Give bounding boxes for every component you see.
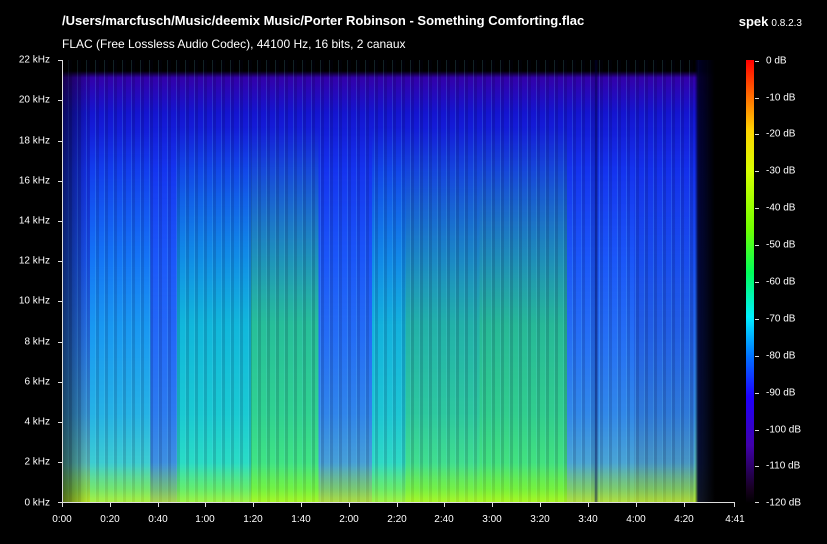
db-tick bbox=[755, 245, 759, 246]
time-label: 4:20 bbox=[674, 514, 694, 525]
db-tick bbox=[755, 356, 759, 357]
freq-tick bbox=[58, 342, 62, 343]
freq-label: 10 kHz bbox=[18, 295, 50, 307]
freq-label: 6 kHz bbox=[24, 376, 50, 388]
app-name: spek bbox=[738, 14, 769, 29]
db-label: -100 dB bbox=[766, 424, 802, 436]
time-label: 2:20 bbox=[387, 514, 407, 525]
app-version: 0.8.2.3 bbox=[771, 18, 802, 29]
freq-label: 8 kHz bbox=[24, 336, 50, 348]
db-tick bbox=[755, 393, 759, 394]
time-tick bbox=[110, 503, 111, 507]
time-tick bbox=[734, 503, 735, 507]
file-path-title: /Users/marcfusch/Music/deemix Music/Port… bbox=[62, 13, 585, 28]
time-label: 1:40 bbox=[291, 514, 311, 525]
time-tick bbox=[492, 503, 493, 507]
freq-label: 16 kHz bbox=[18, 175, 50, 187]
freq-label: 0 kHz bbox=[24, 497, 50, 509]
freq-label: 22 kHz bbox=[18, 54, 50, 66]
db-tick bbox=[755, 466, 759, 467]
db-label: -90 dB bbox=[766, 387, 796, 399]
db-label: -30 dB bbox=[766, 165, 796, 177]
db-label: -40 dB bbox=[766, 202, 796, 214]
time-tick bbox=[444, 503, 445, 507]
time-label: 3:40 bbox=[578, 514, 598, 525]
db-tick bbox=[755, 61, 759, 62]
db-label: 0 dB bbox=[766, 55, 787, 67]
freq-label: 4 kHz bbox=[24, 416, 50, 428]
time-tick bbox=[397, 503, 398, 507]
time-label: 4:00 bbox=[626, 514, 646, 525]
time-label: 4:41 bbox=[725, 514, 745, 525]
freq-label: 2 kHz bbox=[24, 456, 50, 468]
db-tick bbox=[755, 98, 759, 99]
time-tick bbox=[301, 503, 302, 507]
db-label: -20 dB bbox=[766, 128, 796, 140]
time-tick bbox=[253, 503, 254, 507]
freq-tick bbox=[58, 141, 62, 142]
db-tick bbox=[755, 134, 759, 135]
spectrogram-plot bbox=[62, 60, 735, 503]
time-tick bbox=[684, 503, 685, 507]
freq-tick bbox=[58, 100, 62, 101]
db-tick bbox=[755, 319, 759, 320]
db-label: -50 dB bbox=[766, 239, 796, 251]
db-label: -10 dB bbox=[766, 92, 796, 104]
freq-tick bbox=[58, 462, 62, 463]
db-label: -80 dB bbox=[766, 350, 796, 362]
db-label: -70 dB bbox=[766, 313, 796, 325]
app-brand: spek 0.8.2.3 bbox=[739, 13, 802, 31]
freq-label: 20 kHz bbox=[18, 94, 50, 106]
freq-tick bbox=[58, 382, 62, 383]
time-tick bbox=[205, 503, 206, 507]
db-tick bbox=[755, 208, 759, 209]
time-label: 0:00 bbox=[52, 514, 72, 525]
time-tick bbox=[158, 503, 159, 507]
time-label: 3:20 bbox=[530, 514, 550, 525]
time-label: 0:40 bbox=[148, 514, 168, 525]
time-tick bbox=[349, 503, 350, 507]
freq-tick bbox=[58, 502, 62, 503]
freq-tick bbox=[58, 221, 62, 222]
db-color-scale bbox=[746, 60, 754, 503]
db-label: -60 dB bbox=[766, 276, 796, 288]
freq-label: 14 kHz bbox=[18, 215, 50, 227]
time-label: 1:20 bbox=[243, 514, 263, 525]
freq-label: 12 kHz bbox=[18, 255, 50, 267]
spectrogram-gaps bbox=[63, 60, 735, 502]
time-tick bbox=[62, 503, 63, 507]
freq-tick bbox=[58, 261, 62, 262]
time-label: 3:00 bbox=[482, 514, 502, 525]
freq-tick bbox=[58, 422, 62, 423]
db-tick bbox=[755, 282, 759, 283]
db-label: -120 dB bbox=[766, 497, 802, 509]
db-label: -110 dB bbox=[766, 460, 801, 472]
freq-tick bbox=[58, 301, 62, 302]
freq-tick bbox=[58, 181, 62, 182]
db-tick bbox=[755, 171, 759, 172]
time-tick bbox=[588, 503, 589, 507]
time-label: 1:00 bbox=[195, 514, 215, 525]
time-label: 0:20 bbox=[100, 514, 120, 525]
freq-tick bbox=[58, 60, 62, 61]
freq-label: 18 kHz bbox=[18, 135, 50, 147]
db-tick bbox=[755, 430, 759, 431]
time-label: 2:40 bbox=[434, 514, 454, 525]
db-tick bbox=[755, 502, 759, 503]
time-tick bbox=[636, 503, 637, 507]
audio-info-subtitle: FLAC (Free Lossless Audio Codec), 44100 … bbox=[62, 37, 406, 51]
time-tick bbox=[540, 503, 541, 507]
time-label: 2:00 bbox=[339, 514, 359, 525]
